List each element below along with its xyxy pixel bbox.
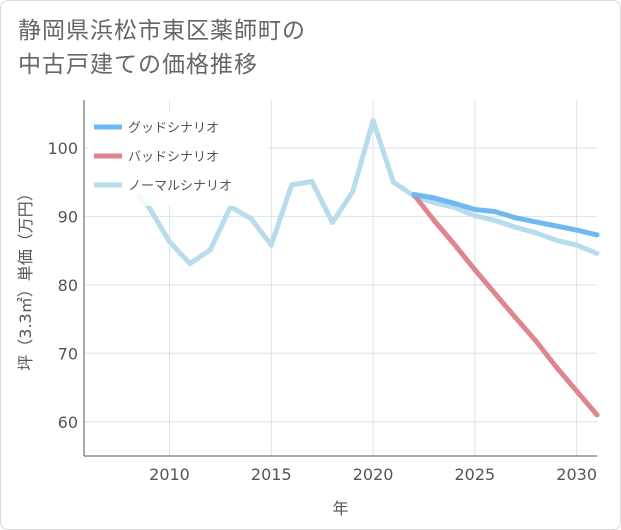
data-point — [553, 364, 559, 370]
chart-title-line-1: 静岡県浜松市東区薬師町の — [18, 18, 306, 44]
data-point — [431, 195, 437, 201]
y-tick-label-90: 90 — [58, 207, 78, 226]
data-point — [594, 412, 600, 418]
data-point — [390, 179, 396, 185]
data-point — [329, 220, 335, 225]
data-point — [574, 388, 580, 394]
legend-label-0: グッドシナリオ — [128, 121, 219, 136]
data-point — [268, 242, 274, 248]
data-point — [187, 261, 193, 267]
series-line — [137, 118, 598, 267]
data-point — [594, 232, 600, 238]
chart-title-line-2: 中古戸建ての価格推移 — [18, 52, 258, 78]
data-point — [513, 215, 519, 221]
data-point — [553, 237, 559, 243]
legend-label-2: ノーマルシナリオ — [128, 179, 232, 194]
data-point — [472, 267, 478, 273]
data-point — [207, 247, 213, 253]
tick-labels: 2010 2015 2020 2025 2030 60 70 80 90 100 — [47, 139, 597, 484]
x-tick-label-2025: 2025 — [454, 465, 495, 484]
data-point — [167, 239, 172, 245]
x-tick-label-2020: 2020 — [353, 465, 394, 484]
y-tick-label-60: 60 — [58, 413, 78, 432]
series-layer — [136, 118, 600, 418]
data-point — [248, 215, 254, 221]
data-point — [472, 213, 478, 219]
data-point — [146, 205, 152, 210]
data-point — [492, 218, 498, 223]
data-point — [533, 219, 539, 225]
data-point — [492, 291, 498, 297]
data-point — [289, 182, 295, 188]
series-good — [411, 192, 600, 238]
data-point — [492, 209, 498, 215]
data-point — [370, 118, 376, 123]
x-tick-label-2015: 2015 — [251, 465, 292, 484]
legend-label-1: バッドシナリオ — [128, 150, 219, 165]
data-point — [574, 242, 580, 248]
data-point — [533, 338, 539, 344]
data-point — [350, 189, 356, 195]
axes — [83, 100, 597, 457]
data-point — [431, 200, 437, 206]
series-line — [411, 192, 599, 417]
data-point — [594, 250, 600, 256]
series-line — [413, 192, 598, 238]
data-point — [533, 230, 539, 236]
chart-title: 静岡県浜松市東区薬師町の 中古戸建ての価格推移 — [18, 14, 306, 82]
x-tick-label-2010: 2010 — [149, 465, 190, 484]
data-point — [452, 200, 457, 206]
series-bad — [411, 192, 600, 418]
data-point — [431, 218, 437, 223]
data-point — [411, 192, 417, 197]
data-point — [472, 207, 478, 212]
y-tick-label-100: 100 — [47, 139, 78, 158]
data-point — [553, 223, 559, 229]
y-axis-title: 坪（3.3㎡）単価（万円） — [16, 185, 35, 370]
y-tick-label-70: 70 — [58, 344, 78, 363]
data-point — [513, 315, 519, 321]
y-tick-label-80: 80 — [58, 276, 78, 295]
x-tick-label-2030: 2030 — [556, 465, 597, 484]
data-point — [452, 242, 457, 247]
data-point — [513, 224, 519, 230]
data-point — [574, 227, 580, 233]
data-point — [309, 179, 315, 184]
x-axis-title: 年 — [332, 499, 348, 518]
